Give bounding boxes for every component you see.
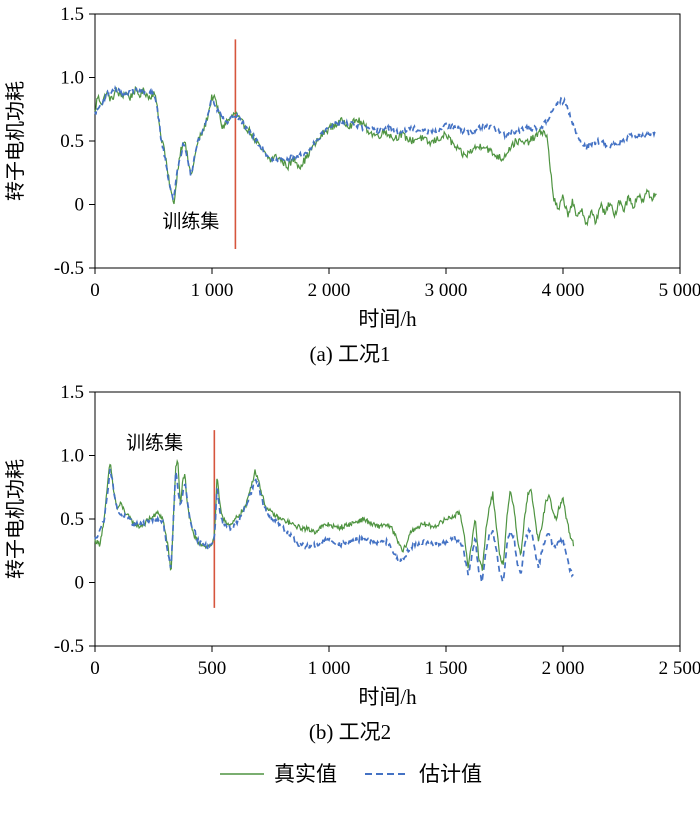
svg-text:4 000: 4 000: [542, 280, 585, 301]
figure-rotor-motor-power: 0 1 000 2 000 3 000 4 000 5 000 -0.5 0 0.5 1.0 1.5…: [0, 4, 700, 788]
svg-text:-0.5: -0.5: [54, 258, 84, 279]
dashed-line-icon: [365, 773, 409, 775]
svg-text:1 000: 1 000: [191, 280, 234, 301]
svg-text:时间/h: 时间/h: [358, 307, 417, 331]
svg-text:训练集: 训练集: [162, 210, 219, 232]
svg-text:1.5: 1.5: [60, 382, 84, 403]
svg-text:0.5: 0.5: [60, 509, 84, 530]
chart-a-caption: (a) 工况1: [309, 342, 391, 366]
svg-text:0.5: 0.5: [60, 131, 84, 152]
svg-text:5 000: 5 000: [659, 280, 700, 301]
svg-text:1.0: 1.0: [60, 446, 84, 467]
svg-text:1.0: 1.0: [60, 68, 84, 89]
svg-text:0: 0: [75, 195, 85, 216]
legend-item-true: 真实值: [218, 758, 337, 788]
svg-text:转子电机功耗: 转子电机功耗: [4, 81, 27, 201]
legend-label-est: 估计值: [419, 762, 482, 786]
svg-text:时间/h: 时间/h: [358, 685, 417, 709]
svg-text:2 500: 2 500: [659, 658, 700, 679]
legend: 真实值 估计值: [0, 758, 700, 788]
svg-text:500: 500: [198, 658, 227, 679]
svg-text:-0.5: -0.5: [54, 636, 84, 657]
svg-text:2 000: 2 000: [308, 280, 351, 301]
svg-text:0: 0: [90, 658, 100, 679]
svg-text:转子电机功耗: 转子电机功耗: [4, 459, 27, 579]
svg-text:3 000: 3 000: [425, 280, 468, 301]
chart-a-canvas: 0 1 000 2 000 3 000 4 000 5 000 -0.5 0 0.5 1.0 1.5…: [4, 4, 700, 331]
solid-line-icon: [220, 773, 264, 775]
svg-text:0: 0: [75, 573, 85, 594]
svg-text:0: 0: [90, 280, 100, 301]
legend-label-true: 真实值: [274, 762, 337, 786]
chart-b-canvas: 0 500 1 000 1 500 2 000 2 500 -0.5 0 0.5 1.0 1.5 时间…: [4, 382, 700, 709]
svg-text:1.5: 1.5: [60, 4, 84, 25]
svg-text:1 000: 1 000: [308, 658, 351, 679]
svg-text:1 500: 1 500: [425, 658, 468, 679]
svg-text:2 000: 2 000: [542, 658, 585, 679]
legend-item-est: 估计值: [363, 758, 482, 788]
svg-text:训练集: 训练集: [126, 432, 183, 454]
chart-b-caption: (b) 工况2: [308, 720, 392, 744]
